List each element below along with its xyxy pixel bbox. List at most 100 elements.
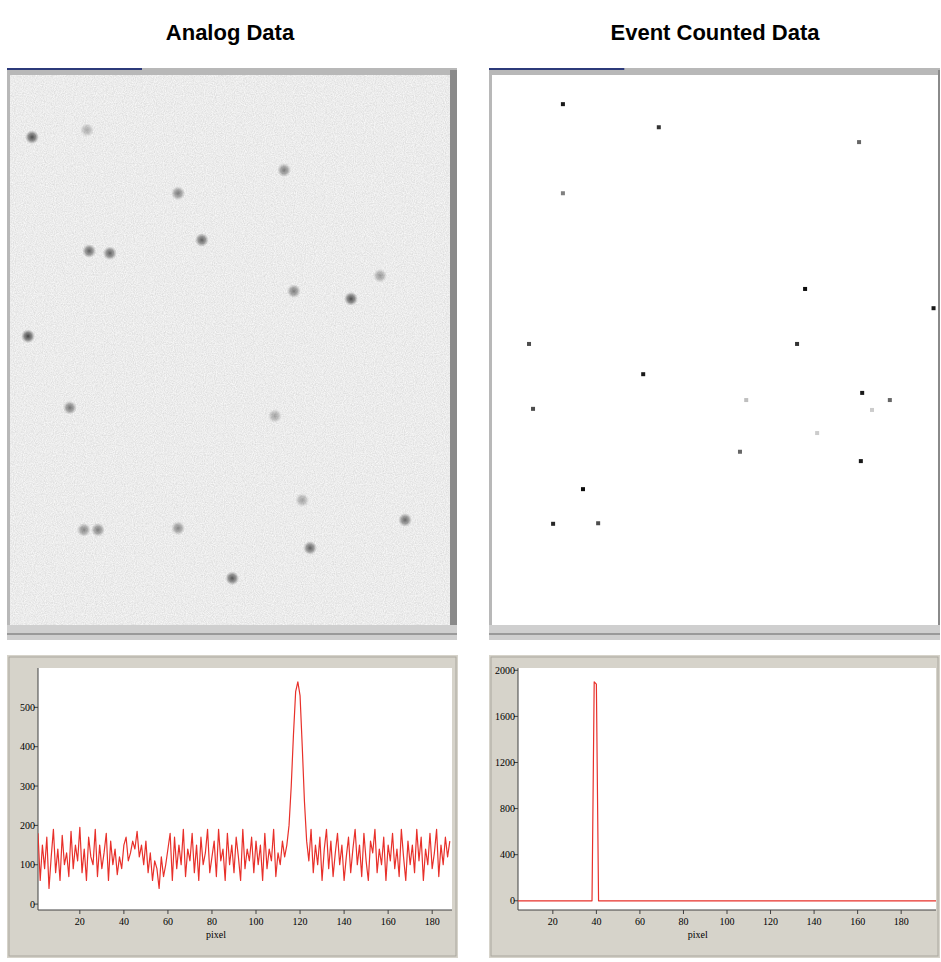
image-background (10, 75, 450, 625)
x-tick-label: 40 (119, 916, 129, 927)
panel-right-edge (938, 70, 940, 640)
spot (287, 284, 301, 298)
event (581, 487, 585, 491)
figure: Analog Data Event Counted Data 20 40 60 80 100… (0, 0, 941, 962)
x-tick (901, 910, 902, 914)
x-tick (552, 910, 553, 914)
event (888, 398, 892, 402)
x-tick-label: 140 (807, 916, 822, 927)
event (657, 125, 661, 129)
x-tick-label: 60 (163, 916, 173, 927)
x-tick (857, 910, 858, 914)
spot (195, 233, 209, 247)
panel-title: Event Counted Data (610, 20, 820, 45)
x-tick (770, 910, 771, 914)
plot-frame (7, 655, 458, 958)
x-tick-label: 160 (381, 916, 396, 927)
spot (398, 513, 412, 527)
event (803, 287, 807, 291)
y-tick-label: 200 (20, 820, 35, 831)
image-area (10, 75, 450, 625)
spot (171, 186, 185, 200)
event (561, 102, 565, 106)
event (860, 391, 864, 395)
x-tick (211, 910, 212, 914)
y-tick-label: 100 (20, 859, 35, 870)
event (932, 306, 936, 310)
x-tick-label: 180 (894, 916, 909, 927)
x-tick-label: 40 (591, 916, 601, 927)
plot-frame-edge (9, 657, 456, 956)
spot (77, 523, 91, 537)
spot (344, 292, 358, 306)
y-tick-label: 300 (20, 781, 35, 792)
spot (373, 269, 387, 283)
x-tick-label: 100 (720, 916, 735, 927)
panel-top-edge (489, 68, 624, 70)
panel-bottom-line (7, 633, 457, 635)
x-tick-label: 80 (678, 916, 688, 927)
x-tick (596, 910, 597, 914)
x-tick (639, 910, 640, 914)
plot-marks (518, 682, 936, 901)
panel-top-edge (7, 68, 142, 70)
event (551, 522, 555, 526)
x-tick (432, 910, 433, 914)
y-tick-label: 0 (510, 895, 515, 906)
x-tick-label: 120 (763, 916, 778, 927)
event (738, 450, 742, 454)
plot-area (38, 668, 452, 910)
panel-bottom-bar (7, 625, 457, 640)
event (596, 521, 600, 525)
spot (295, 493, 309, 507)
y-axis (518, 668, 519, 910)
panel-title: Analog Data (166, 20, 295, 45)
event (795, 342, 799, 346)
y-tick-label: 2000 (495, 665, 515, 676)
event (561, 191, 565, 195)
spot (80, 123, 94, 137)
x-tick (814, 910, 815, 914)
event (531, 407, 535, 411)
panel-frame (7, 68, 457, 640)
panel-bottom-bar (489, 625, 940, 640)
x-tick (123, 910, 124, 914)
x-tick (79, 910, 80, 914)
plot-frame-edge (491, 657, 938, 956)
y-tick-label: 1200 (495, 757, 515, 768)
event (815, 431, 819, 435)
spot (63, 401, 77, 415)
panel-bottom-line (489, 633, 940, 635)
spot (21, 329, 35, 343)
data-line (518, 682, 936, 901)
x-tick-label: 80 (207, 916, 217, 927)
data-line (38, 682, 450, 889)
panel-right-edge (450, 70, 457, 640)
event (744, 398, 748, 402)
y-tick-label: 500 (20, 702, 35, 713)
x-tick-label: 20 (75, 916, 85, 927)
spot (268, 409, 282, 423)
spot (303, 541, 317, 555)
x-tick (344, 910, 345, 914)
y-tick-label: 400 (500, 849, 515, 860)
spot (82, 244, 96, 258)
event (870, 408, 874, 412)
x-tick (300, 910, 301, 914)
x-tick-label: 160 (850, 916, 865, 927)
image-noise (10, 75, 450, 625)
spot (91, 523, 105, 537)
x-tick-label: 120 (293, 916, 308, 927)
x-axis-title: pixel (206, 929, 226, 940)
x-tick-label: 60 (635, 916, 645, 927)
x-tick (388, 910, 389, 914)
x-tick (167, 910, 168, 914)
spot (25, 130, 39, 144)
x-tick-label: 100 (249, 916, 264, 927)
x-tick-label: 140 (337, 916, 352, 927)
event (641, 372, 645, 376)
x-tick (727, 910, 728, 914)
x-tick (256, 910, 257, 914)
event (859, 459, 863, 463)
y-axis (38, 668, 39, 910)
